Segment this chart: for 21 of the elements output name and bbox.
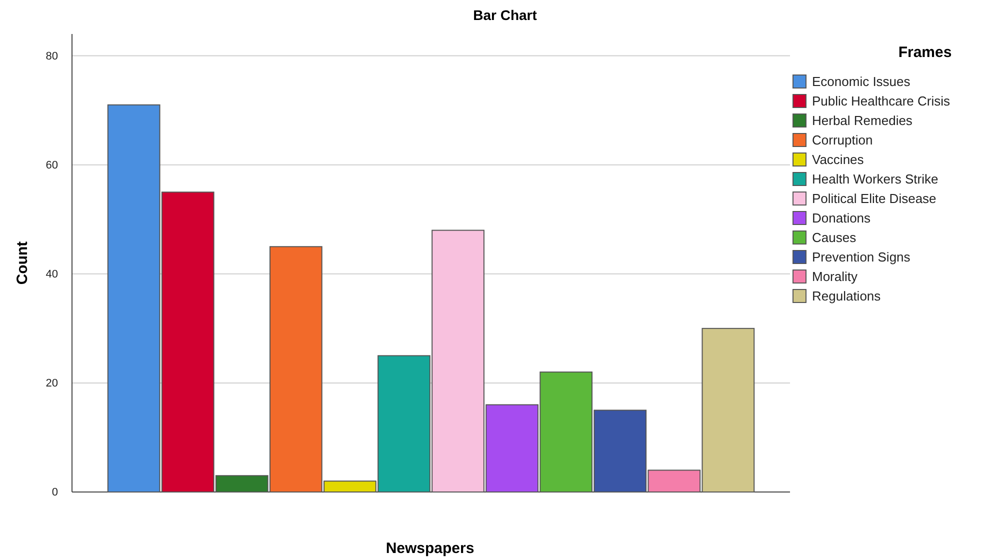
legend-label: Vaccines bbox=[812, 152, 864, 167]
legend-label: Morality bbox=[812, 269, 858, 284]
legend-title: Frames bbox=[898, 44, 952, 61]
legend-label: Donations bbox=[812, 210, 872, 226]
y-tick-label: 0 bbox=[52, 486, 58, 499]
legend-label: Public Healthcare Crisis bbox=[812, 94, 950, 108]
y-tick-label: 60 bbox=[46, 159, 58, 172]
y-tick-label: 80 bbox=[46, 50, 58, 62]
legend-label: Corruption bbox=[812, 132, 873, 148]
legend-label: Economic Issues bbox=[812, 74, 911, 89]
legend-label: Health Workers Strike bbox=[812, 172, 938, 186]
legend-label: Regulations bbox=[812, 288, 882, 304]
legend-label: Herbal Remedies bbox=[812, 113, 913, 128]
x-axis-title: Newspapers bbox=[386, 540, 474, 557]
legend-label: Political Elite Disease bbox=[812, 191, 936, 206]
y-tick-label: 40 bbox=[46, 268, 58, 280]
legend-label: Causes bbox=[812, 230, 857, 245]
y-axis-title: Count bbox=[14, 241, 31, 285]
y-tick-label: 20 bbox=[46, 377, 58, 390]
chart-title: Bar Chart bbox=[473, 7, 538, 23]
legend-label: Prevention Signs bbox=[812, 250, 911, 264]
